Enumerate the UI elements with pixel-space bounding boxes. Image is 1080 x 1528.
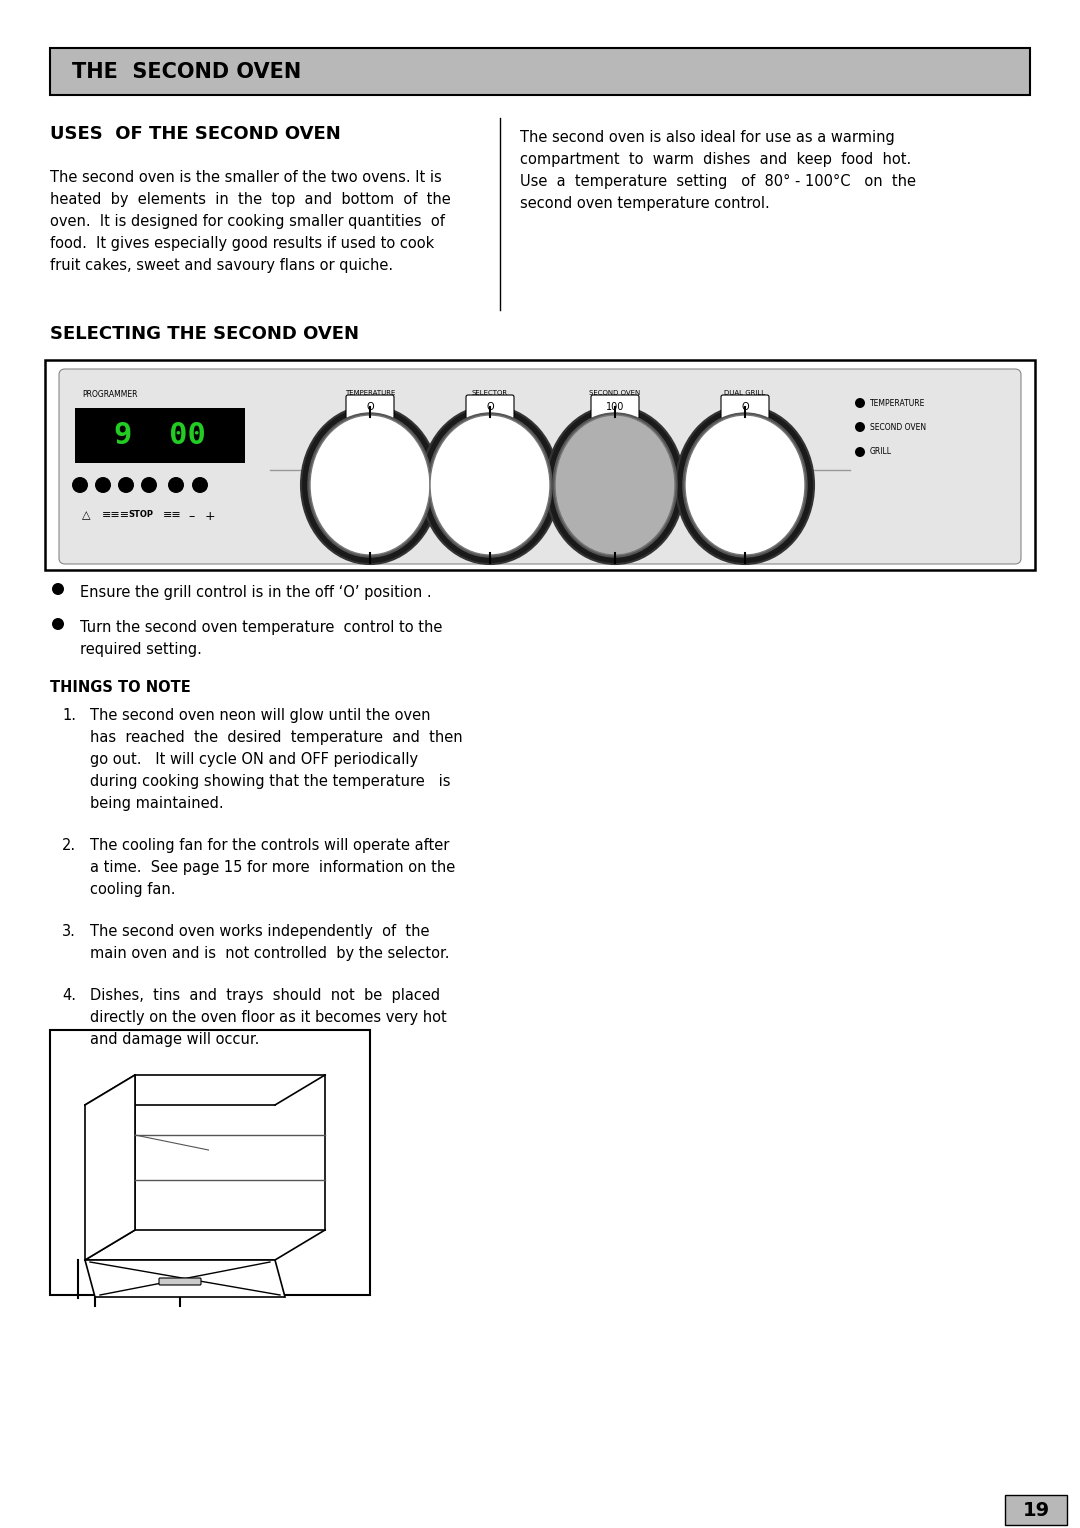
Polygon shape — [85, 1076, 135, 1261]
Text: main oven and is  not controlled  by the selector.: main oven and is not controlled by the s… — [90, 946, 449, 961]
Circle shape — [52, 617, 64, 630]
Text: Use  a  temperature  setting   of  80° - 100°C   on  the: Use a temperature setting of 80° - 100°C… — [519, 174, 916, 189]
FancyBboxPatch shape — [591, 396, 639, 419]
Text: SELECTOR: SELECTOR — [472, 390, 508, 396]
Circle shape — [855, 397, 865, 408]
Text: △: △ — [82, 510, 91, 520]
Bar — [1005, 1494, 1067, 1525]
Ellipse shape — [310, 416, 430, 555]
Text: TEMPERATURE: TEMPERATURE — [870, 399, 926, 408]
Ellipse shape — [421, 406, 559, 564]
Text: has  reached  the  desired  temperature  and  then: has reached the desired temperature and … — [90, 730, 462, 746]
Text: O: O — [741, 402, 748, 413]
Text: second oven temperature control.: second oven temperature control. — [519, 196, 770, 211]
Ellipse shape — [301, 406, 438, 564]
Text: +: + — [205, 510, 216, 523]
FancyBboxPatch shape — [159, 1277, 201, 1285]
Text: 2.: 2. — [62, 837, 76, 853]
Text: O: O — [486, 402, 494, 413]
Ellipse shape — [553, 413, 677, 558]
Ellipse shape — [546, 406, 684, 564]
Text: and damage will occur.: and damage will occur. — [90, 1031, 259, 1047]
Text: 4.: 4. — [62, 989, 76, 1002]
Circle shape — [118, 477, 134, 494]
Ellipse shape — [428, 413, 552, 558]
Text: The cooling fan for the controls will operate after: The cooling fan for the controls will op… — [90, 837, 449, 853]
Ellipse shape — [685, 416, 805, 555]
Text: THINGS TO NOTE: THINGS TO NOTE — [50, 680, 191, 695]
Circle shape — [52, 584, 64, 594]
Circle shape — [168, 477, 184, 494]
Circle shape — [192, 477, 208, 494]
Text: a time.  See page 15 for more  information on the: a time. See page 15 for more information… — [90, 860, 456, 876]
Text: –: – — [188, 510, 194, 523]
Text: Ensure the grill control is in the off ‘O’ position .: Ensure the grill control is in the off ‘… — [80, 585, 432, 601]
FancyBboxPatch shape — [346, 396, 394, 419]
Text: Turn the second oven temperature  control to the: Turn the second oven temperature control… — [80, 620, 443, 636]
Polygon shape — [85, 1261, 285, 1297]
Text: DUAL GRILL: DUAL GRILL — [725, 390, 766, 396]
Ellipse shape — [683, 413, 807, 558]
Bar — [50, 1030, 370, 1296]
Text: 1.: 1. — [62, 707, 76, 723]
Ellipse shape — [676, 406, 814, 564]
Text: The second oven neon will glow until the oven: The second oven neon will glow until the… — [90, 707, 431, 723]
Ellipse shape — [308, 413, 432, 558]
Ellipse shape — [555, 416, 675, 555]
Ellipse shape — [430, 416, 550, 555]
Text: 9  00: 9 00 — [114, 422, 206, 451]
Text: GRILL: GRILL — [870, 448, 892, 457]
Text: O: O — [366, 402, 374, 413]
Text: go out.   It will cycle ON and OFF periodically: go out. It will cycle ON and OFF periodi… — [90, 752, 418, 767]
FancyBboxPatch shape — [721, 396, 769, 419]
Text: The second oven works independently  of  the: The second oven works independently of t… — [90, 924, 430, 940]
Text: SECOND OVEN: SECOND OVEN — [590, 390, 640, 396]
Text: The second oven is the smaller of the two ovens. It is: The second oven is the smaller of the tw… — [50, 170, 442, 185]
Text: The second oven is also ideal for use as a warming: The second oven is also ideal for use as… — [519, 130, 894, 145]
Text: required setting.: required setting. — [80, 642, 202, 657]
Text: 100: 100 — [606, 402, 624, 413]
Text: SELECTING THE SECOND OVEN: SELECTING THE SECOND OVEN — [50, 325, 359, 342]
Text: ≡≡≡: ≡≡≡ — [102, 510, 130, 520]
Text: Dishes,  tins  and  trays  should  not  be  placed: Dishes, tins and trays should not be pla… — [90, 989, 441, 1002]
Text: TEMPERATURE: TEMPERATURE — [345, 390, 395, 396]
Text: THE  SECOND OVEN: THE SECOND OVEN — [72, 61, 301, 81]
FancyBboxPatch shape — [465, 396, 514, 419]
Text: STOP: STOP — [129, 510, 153, 520]
Circle shape — [855, 422, 865, 432]
Circle shape — [72, 477, 87, 494]
Bar — [50, 47, 1030, 95]
Text: ≡≡: ≡≡ — [163, 510, 181, 520]
Text: SECOND OVEN: SECOND OVEN — [870, 423, 927, 431]
Text: heated  by  elements  in  the  top  and  bottom  of  the: heated by elements in the top and bottom… — [50, 193, 450, 206]
Circle shape — [95, 477, 111, 494]
Text: USES  OF THE SECOND OVEN: USES OF THE SECOND OVEN — [50, 125, 341, 144]
Bar — [75, 408, 245, 463]
Text: PROGRAMMER: PROGRAMMER — [82, 390, 138, 399]
FancyBboxPatch shape — [59, 368, 1021, 564]
Text: cooling fan.: cooling fan. — [90, 882, 175, 897]
Text: during cooking showing that the temperature   is: during cooking showing that the temperat… — [90, 775, 450, 788]
Text: compartment  to  warm  dishes  and  keep  food  hot.: compartment to warm dishes and keep food… — [519, 151, 912, 167]
Bar — [45, 361, 1035, 570]
Text: being maintained.: being maintained. — [90, 796, 224, 811]
Text: 19: 19 — [1023, 1500, 1050, 1519]
Text: fruit cakes, sweet and savoury flans or quiche.: fruit cakes, sweet and savoury flans or … — [50, 258, 393, 274]
Text: directly on the oven floor as it becomes very hot: directly on the oven floor as it becomes… — [90, 1010, 447, 1025]
Text: 3.: 3. — [62, 924, 76, 940]
Circle shape — [141, 477, 157, 494]
Circle shape — [855, 448, 865, 457]
Text: food.  It gives especially good results if used to cook: food. It gives especially good results i… — [50, 235, 434, 251]
Text: oven.  It is designed for cooking smaller quantities  of: oven. It is designed for cooking smaller… — [50, 214, 445, 229]
